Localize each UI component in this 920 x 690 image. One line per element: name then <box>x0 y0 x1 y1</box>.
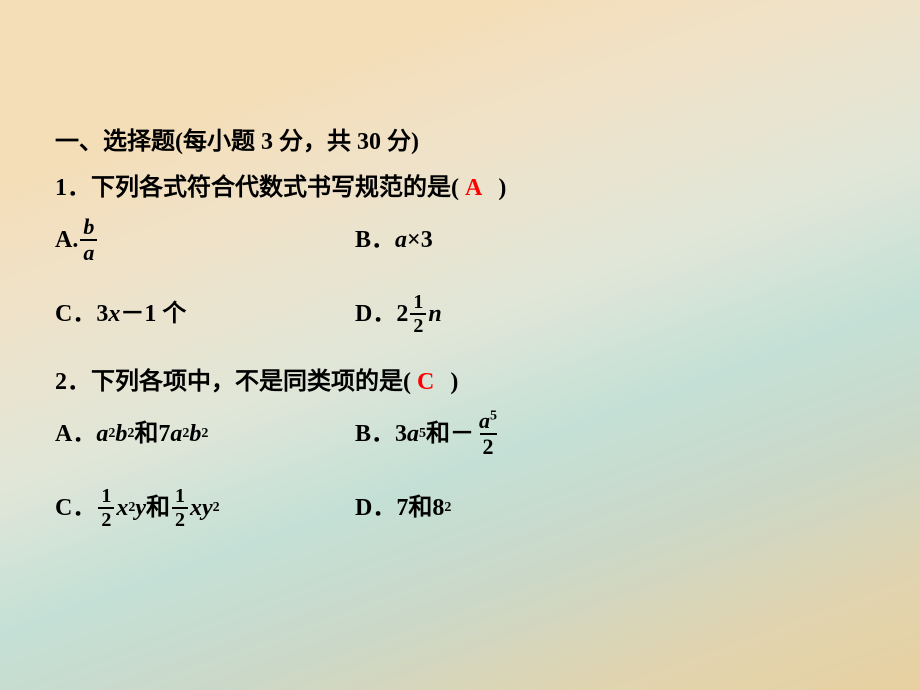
q2-stem: 2．下列各项中，不是同类项的是( C ) <box>55 370 860 394</box>
q1-option-c: C． 3x－1 个 <box>55 302 355 326</box>
opt-a-label: A. <box>55 228 78 252</box>
opt-d-coef: 2 <box>396 302 408 326</box>
q1-option-b: B． a×3 <box>355 228 433 252</box>
q2c-lfrac: 1 2 <box>98 486 114 530</box>
section-heading: 一、选择题(每小题 3 分，共 30 分) <box>55 130 860 154</box>
q2-option-b: B． 3a5 和－ a5 2 <box>355 410 502 458</box>
frac-b-over-a: b a <box>80 216 97 264</box>
q1-opts-row1: A. b a B． a×3 <box>55 216 860 264</box>
q2c-join: 和 <box>146 496 170 520</box>
opt-d-tail: n <box>428 302 441 326</box>
q2-answer: C <box>417 370 434 394</box>
q2d-label: D． <box>355 496 396 520</box>
q2a-join: 和 <box>134 422 158 446</box>
q1-number: 1． <box>55 176 91 200</box>
opt-d-frac: 1 2 <box>410 292 426 336</box>
heading-label: 一、选择题 <box>55 129 175 155</box>
opt-d-label: D． <box>355 302 396 326</box>
opt-c-var: x <box>108 302 120 326</box>
q2-number: 2． <box>55 370 91 394</box>
opt-b-var: a <box>395 228 407 252</box>
q2-option-c: C． 1 2 x2y 和 1 2 xy2 <box>55 486 355 530</box>
q1-close-paren: ) <box>498 176 506 200</box>
q2-option-d: D． 7 和 82 <box>355 496 451 520</box>
opt-c-label: C． <box>55 302 96 326</box>
opt-b-label: B． <box>355 228 395 252</box>
q1-option-d: D． 2 1 2 n <box>355 292 442 336</box>
q2d-join: 和 <box>408 496 432 520</box>
q2c-rfrac: 1 2 <box>172 486 188 530</box>
q2c-label: C． <box>55 496 96 520</box>
q1-stem: 1．下列各式符合代数式书写规范的是( A ) <box>55 176 860 200</box>
q1-answer: A <box>465 176 482 200</box>
q2-stem-text: 下列各项中，不是同类项的是( <box>91 370 411 394</box>
q2-opts-row2: C． 1 2 x2y 和 1 2 xy2 D． 7 和 82 <box>55 486 860 530</box>
opt-b-suffix: ×3 <box>407 228 433 252</box>
opt-c-suffix: －1 个 <box>120 302 186 326</box>
q2b-join: 和－ <box>426 422 474 446</box>
q2a-label: A． <box>55 422 96 446</box>
q1-opts-row2: C． 3x－1 个 D． 2 1 2 n <box>55 292 860 336</box>
q2b-label: B． <box>355 422 395 446</box>
heading-scoring: (每小题 3 分，共 30 分) <box>175 129 419 155</box>
q2b-frac: a5 2 <box>476 410 500 458</box>
opt-c-coef: 3 <box>96 302 108 326</box>
q2-option-a: A． a2b2 和 7a2b2 <box>55 422 355 446</box>
q1-stem-text: 下列各式符合代数式书写规范的是( <box>91 176 459 200</box>
q2-opts-row1: A． a2b2 和 7a2b2 B． 3a5 和－ a5 2 <box>55 410 860 458</box>
q1-option-a: A. b a <box>55 216 355 264</box>
q2-close-paren: ) <box>450 370 458 394</box>
